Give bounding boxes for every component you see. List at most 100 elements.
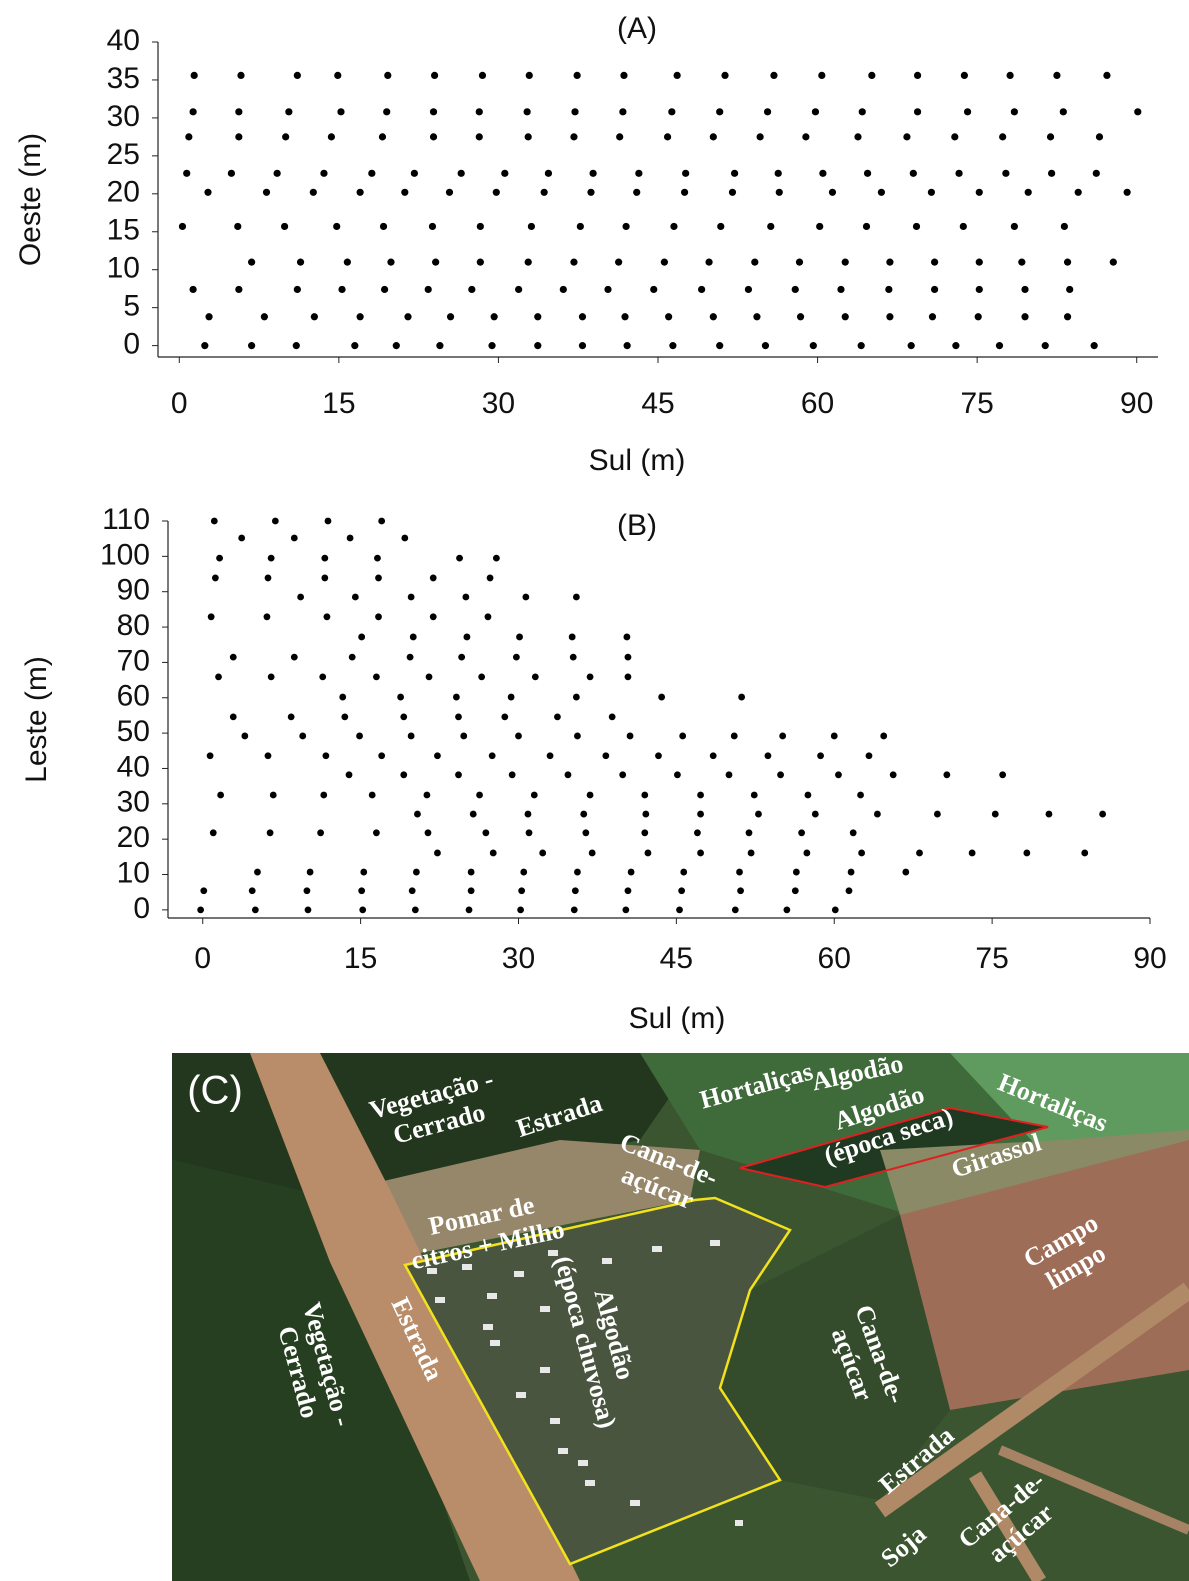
point bbox=[624, 342, 631, 349]
point bbox=[468, 869, 475, 876]
point bbox=[400, 713, 407, 720]
point bbox=[664, 133, 671, 140]
point bbox=[574, 72, 581, 79]
point bbox=[272, 518, 279, 525]
point bbox=[217, 792, 224, 799]
point bbox=[679, 733, 686, 740]
point bbox=[913, 223, 920, 230]
point bbox=[976, 259, 983, 266]
point bbox=[625, 887, 632, 894]
point bbox=[890, 771, 897, 778]
point bbox=[520, 869, 527, 876]
x-tick-label: 0 bbox=[194, 942, 211, 975]
point bbox=[436, 342, 443, 349]
point bbox=[485, 613, 492, 620]
point bbox=[368, 170, 375, 177]
point bbox=[333, 223, 340, 230]
point bbox=[1011, 223, 1018, 230]
point bbox=[381, 286, 388, 293]
point bbox=[183, 170, 190, 177]
point bbox=[508, 694, 515, 701]
point bbox=[682, 170, 689, 177]
point bbox=[570, 133, 577, 140]
point bbox=[493, 555, 500, 562]
point bbox=[401, 535, 408, 542]
point bbox=[479, 72, 486, 79]
y-tick-label: 90 bbox=[117, 574, 150, 607]
point bbox=[1061, 223, 1068, 230]
point bbox=[237, 72, 244, 79]
point bbox=[574, 733, 581, 740]
point bbox=[532, 674, 539, 681]
point bbox=[885, 286, 892, 293]
point bbox=[622, 906, 629, 913]
point bbox=[803, 850, 810, 857]
point bbox=[951, 133, 958, 140]
point bbox=[738, 694, 745, 701]
point bbox=[408, 594, 415, 601]
point bbox=[487, 575, 494, 582]
point bbox=[516, 634, 523, 641]
point bbox=[628, 869, 635, 876]
point bbox=[798, 829, 805, 836]
point bbox=[241, 733, 248, 740]
point bbox=[863, 223, 870, 230]
point bbox=[434, 752, 441, 759]
point bbox=[916, 850, 923, 857]
point bbox=[829, 189, 836, 196]
point bbox=[383, 108, 390, 115]
point bbox=[580, 811, 587, 818]
point bbox=[732, 906, 739, 913]
point bbox=[299, 733, 306, 740]
point bbox=[1007, 72, 1014, 79]
point bbox=[955, 170, 962, 177]
point bbox=[525, 259, 532, 266]
point bbox=[525, 133, 532, 140]
point bbox=[721, 72, 728, 79]
point bbox=[291, 654, 298, 661]
point bbox=[748, 850, 755, 857]
point bbox=[268, 674, 275, 681]
point bbox=[1064, 313, 1071, 320]
point bbox=[347, 535, 354, 542]
x-tick-label: 90 bbox=[1133, 942, 1166, 975]
point bbox=[462, 594, 469, 601]
point bbox=[230, 713, 237, 720]
point bbox=[261, 313, 268, 320]
point bbox=[375, 575, 382, 582]
point bbox=[842, 313, 849, 320]
point bbox=[874, 811, 881, 818]
point bbox=[322, 752, 329, 759]
point bbox=[976, 286, 983, 293]
point bbox=[539, 850, 546, 857]
point bbox=[587, 189, 594, 196]
point bbox=[384, 72, 391, 79]
point bbox=[325, 518, 332, 525]
point bbox=[577, 223, 584, 230]
point bbox=[294, 72, 301, 79]
y-tick-label: 0 bbox=[133, 892, 150, 925]
point bbox=[579, 342, 586, 349]
point bbox=[565, 771, 572, 778]
point bbox=[205, 313, 212, 320]
chart-title: (A) bbox=[617, 12, 657, 45]
point bbox=[641, 829, 648, 836]
point bbox=[992, 811, 999, 818]
point bbox=[573, 594, 580, 601]
point bbox=[228, 170, 235, 177]
point bbox=[321, 555, 328, 562]
point bbox=[468, 286, 475, 293]
point bbox=[832, 906, 839, 913]
point bbox=[547, 752, 554, 759]
point bbox=[208, 613, 215, 620]
point bbox=[1103, 72, 1110, 79]
point bbox=[235, 286, 242, 293]
point bbox=[753, 313, 760, 320]
point bbox=[960, 223, 967, 230]
point bbox=[294, 286, 301, 293]
point bbox=[764, 108, 771, 115]
point bbox=[569, 634, 576, 641]
point bbox=[868, 72, 875, 79]
point bbox=[524, 108, 531, 115]
